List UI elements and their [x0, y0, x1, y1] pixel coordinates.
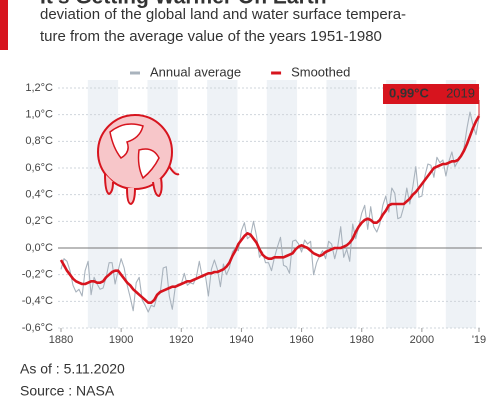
accent-bar [0, 0, 8, 50]
y-tick-label: 0,2°C [25, 215, 53, 227]
x-tick-label: 1920 [169, 334, 193, 346]
x-tick-label: 1940 [229, 334, 253, 346]
y-tick-label: -0,4°C [22, 295, 53, 307]
globe-icon [97, 114, 180, 206]
x-tick-label: 1980 [349, 334, 373, 346]
y-tick-label: 0,8°C [25, 135, 53, 147]
band [445, 80, 477, 328]
footer-source: Source : NASA [20, 383, 115, 399]
grid [58, 87, 482, 332]
x-tick-label: '19 [472, 334, 486, 346]
legend-label: Smoothed [291, 64, 350, 79]
band [266, 80, 298, 328]
y-tick-label: 0,4°C [25, 189, 53, 201]
legend-label: Annual average [150, 64, 241, 79]
x-tick-label: 1960 [289, 334, 313, 346]
subtitle: deviation of the global land and water s… [40, 6, 406, 23]
y-tick-label: 1,0°C [25, 109, 53, 121]
y-tick-label: 1,2°C [25, 82, 53, 94]
footer-date: As of : 5.11.2020 [20, 361, 125, 377]
decade-bands [87, 80, 477, 328]
band [326, 80, 357, 328]
band [87, 80, 119, 328]
x-tick-label: 1900 [109, 334, 133, 346]
series-line [59, 115, 481, 304]
series-line [60, 111, 480, 313]
annotation-box [382, 84, 479, 104]
x-tick-label: 2000 [410, 334, 434, 346]
annotation-year: 2019 [446, 85, 475, 100]
y-tick-label: 0,0°C [25, 242, 53, 254]
y-tick-label: -0,2°C [22, 269, 53, 281]
subtitle: ture from the average value of the years… [40, 28, 382, 45]
y-tick-label: -0,6°C [22, 322, 53, 334]
annotation-value: 0,99°C [389, 85, 430, 100]
band [207, 80, 238, 328]
x-tick-label: 1880 [49, 334, 73, 346]
chart-title: It's Getting Warmer On Earth [40, 0, 327, 9]
y-tick-label: 0,6°C [25, 162, 53, 174]
plot-area [59, 111, 481, 313]
